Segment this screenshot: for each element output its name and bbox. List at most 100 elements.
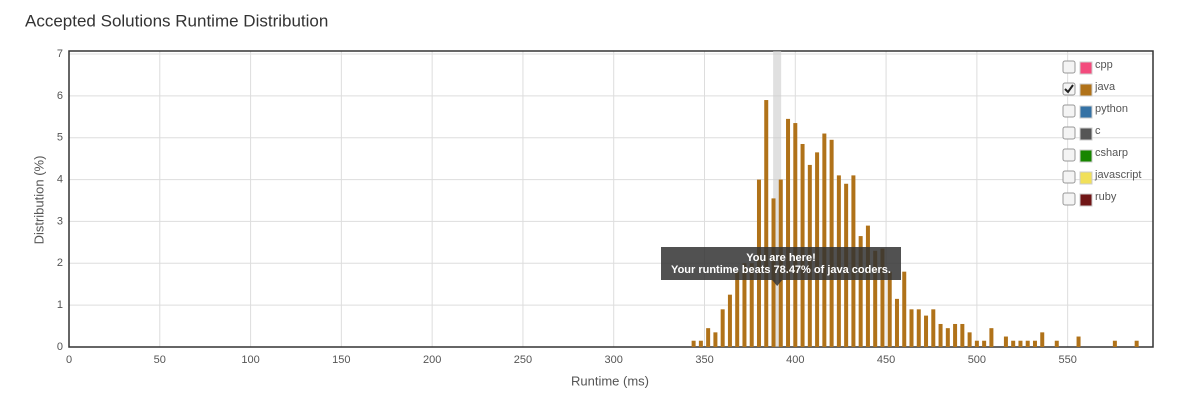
bar (1134, 340, 1139, 347)
legend-item[interactable]: python (1062, 103, 1128, 119)
x-tick-label: 250 (514, 354, 532, 366)
y-tick-label: 4 (57, 173, 63, 185)
bar (691, 340, 696, 347)
legend-item[interactable]: c (1062, 125, 1101, 141)
tooltip-title: You are here! (746, 252, 816, 264)
bar (880, 248, 885, 347)
x-tick-label: 200 (423, 354, 441, 366)
legend-item[interactable]: csharp (1062, 147, 1128, 163)
bar (873, 250, 878, 347)
bar (749, 263, 754, 347)
x-tick-label: 350 (695, 354, 713, 366)
chart-title: Accepted Solutions Runtime Distribution (25, 11, 328, 30)
legend-item[interactable]: cpp (1062, 59, 1113, 75)
legend-label: csharp (1095, 147, 1128, 159)
legend-item[interactable]: ruby (1062, 191, 1117, 207)
y-tick-label: 1 (57, 299, 63, 311)
y-tick-label: 7 (57, 48, 63, 60)
bar (742, 263, 747, 347)
x-tick-label: 550 (1058, 354, 1076, 366)
x-tick-label: 150 (332, 354, 350, 366)
tooltip-text: Your runtime beats 78.47% of java coders… (671, 264, 891, 276)
bar (713, 332, 718, 347)
legend-label: javascript (1094, 169, 1141, 181)
bar (1025, 340, 1030, 347)
bar (1040, 332, 1045, 347)
bar (865, 225, 870, 347)
bar (1032, 340, 1037, 347)
tooltip-pointer (772, 280, 783, 286)
check-mark (1064, 84, 1074, 94)
bar (1018, 340, 1023, 347)
bar (982, 340, 987, 347)
y-tick-label: 2 (57, 257, 63, 269)
legend-checkbox[interactable] (1062, 126, 1076, 140)
bar (960, 323, 965, 347)
bar (945, 328, 950, 347)
x-tick-label: 50 (154, 354, 166, 366)
bar (800, 143, 805, 347)
bar (1003, 336, 1008, 347)
legend-swatch (1079, 105, 1093, 119)
legend-checkbox[interactable] (1062, 104, 1076, 118)
bar (735, 271, 740, 347)
legend-label: c (1095, 125, 1101, 137)
x-tick-label: 400 (786, 354, 804, 366)
bar (720, 309, 725, 347)
legend-item[interactable]: javascript (1062, 169, 1141, 185)
bar (974, 340, 979, 347)
bar (1011, 340, 1016, 347)
legend-checkbox[interactable] (1062, 192, 1076, 206)
bar (706, 328, 711, 347)
legend-label: java (1094, 81, 1116, 93)
bar (727, 294, 732, 347)
bar (822, 133, 827, 347)
x-tick-label: 0 (66, 354, 72, 366)
bar (793, 123, 798, 347)
x-tick-label: 450 (877, 354, 895, 366)
y-tick-label: 5 (57, 132, 63, 144)
y-tick-label: 0 (57, 341, 63, 353)
highlight-band (773, 51, 782, 347)
bar (909, 309, 914, 347)
legend-swatch (1079, 83, 1093, 97)
bar (1076, 336, 1081, 347)
legend-swatch (1079, 193, 1093, 207)
y-tick-label: 3 (57, 215, 63, 227)
legend-swatch (1079, 149, 1093, 163)
tooltip: You are here!Your runtime beats 78.47% o… (661, 247, 901, 286)
bar (1054, 340, 1059, 347)
x-tick-label: 100 (241, 354, 259, 366)
legend-checkbox[interactable] (1062, 170, 1076, 184)
bar (858, 236, 863, 347)
bar (894, 298, 899, 347)
bar (902, 271, 907, 347)
bar (916, 309, 921, 347)
bar (829, 139, 834, 347)
legend-checkbox[interactable] (1062, 148, 1076, 162)
legend-swatch (1079, 171, 1093, 185)
x-tick-label: 300 (605, 354, 623, 366)
legend-checkbox[interactable] (1062, 60, 1076, 74)
bar (953, 323, 958, 347)
x-axis-title: Runtime (ms) (571, 373, 649, 388)
legend-swatch (1079, 61, 1093, 75)
legend-item[interactable]: java (1062, 81, 1116, 97)
bar (931, 309, 936, 347)
legend-label: cpp (1095, 59, 1113, 71)
plot-frame (68, 50, 1154, 348)
legend-label: python (1095, 103, 1128, 115)
bar (1112, 340, 1117, 347)
bar (786, 118, 791, 347)
bar (887, 271, 892, 347)
bar (938, 323, 943, 347)
tooltip-box (661, 247, 901, 280)
legend-label: ruby (1095, 191, 1117, 203)
bar (924, 315, 929, 347)
y-axis-title: Distribution (%) (31, 156, 46, 245)
bar (698, 340, 703, 347)
x-tick-label: 500 (968, 354, 986, 366)
legend-swatch (1079, 127, 1093, 141)
